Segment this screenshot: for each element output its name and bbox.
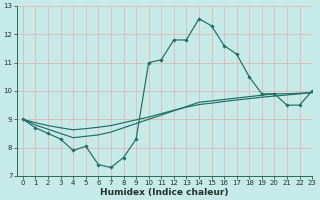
X-axis label: Humidex (Indice chaleur): Humidex (Indice chaleur) xyxy=(100,188,228,197)
